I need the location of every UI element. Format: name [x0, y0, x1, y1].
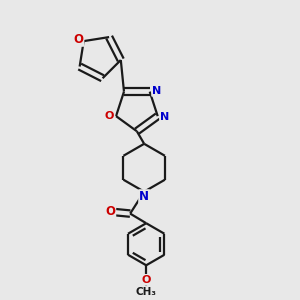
Text: O: O	[105, 205, 115, 218]
Text: N: N	[160, 112, 169, 122]
Text: O: O	[74, 33, 83, 46]
Text: CH₃: CH₃	[136, 286, 157, 297]
Text: O: O	[142, 275, 151, 285]
Text: N: N	[152, 86, 161, 96]
Text: N: N	[139, 190, 149, 203]
Text: O: O	[105, 110, 114, 121]
